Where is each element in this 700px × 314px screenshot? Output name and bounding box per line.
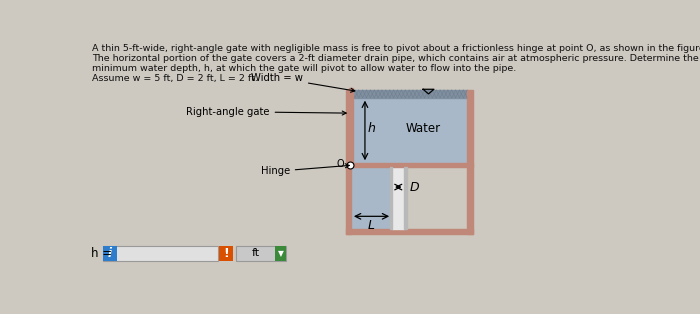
Bar <box>237 246 286 261</box>
Bar <box>405 167 407 229</box>
Bar <box>351 90 468 98</box>
Bar <box>390 167 392 229</box>
Bar <box>468 90 472 234</box>
Text: Right-angle gate: Right-angle gate <box>186 107 346 117</box>
Text: ▼: ▼ <box>277 249 284 258</box>
Text: ft: ft <box>251 248 260 258</box>
Text: O: O <box>337 159 344 169</box>
Bar <box>346 163 473 167</box>
Bar <box>351 98 468 163</box>
Bar <box>219 246 233 261</box>
Text: !: ! <box>223 247 229 260</box>
Text: i: i <box>108 247 112 260</box>
Text: minimum water depth, h, at which the gate will pivot to allow water to flow into: minimum water depth, h, at which the gat… <box>92 64 517 73</box>
Bar <box>349 88 353 166</box>
Bar <box>275 246 286 261</box>
Bar <box>346 90 351 234</box>
Bar <box>103 246 218 261</box>
Text: L: L <box>368 219 375 232</box>
Text: A thin 5-ft-wide, right-angle gate with negligible mass is free to pivot about a: A thin 5-ft-wide, right-angle gate with … <box>92 44 700 53</box>
Text: Hinge: Hinge <box>260 164 349 176</box>
Bar <box>346 229 473 234</box>
Text: Assume w = 5 ft, D = 2 ft, L = 2 ft.: Assume w = 5 ft, D = 2 ft, L = 2 ft. <box>92 74 258 83</box>
Text: The horizontal portion of the gate covers a 2-ft diameter drain pipe, which cont: The horizontal portion of the gate cover… <box>92 54 699 63</box>
Text: Water: Water <box>405 122 440 135</box>
Text: D: D <box>410 181 419 193</box>
Text: h: h <box>368 122 376 135</box>
Bar <box>103 246 117 261</box>
Text: Width = w: Width = w <box>251 73 355 92</box>
Bar <box>351 167 390 229</box>
Text: h =: h = <box>90 247 112 260</box>
Bar <box>392 167 405 229</box>
